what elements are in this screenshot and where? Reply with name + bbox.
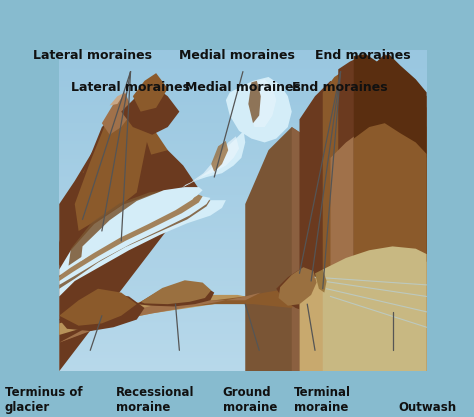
Polygon shape bbox=[315, 269, 327, 293]
Polygon shape bbox=[323, 65, 427, 371]
Polygon shape bbox=[69, 189, 193, 266]
Polygon shape bbox=[59, 194, 202, 281]
Text: Lateral moraines: Lateral moraines bbox=[33, 49, 152, 62]
Polygon shape bbox=[249, 79, 276, 127]
Polygon shape bbox=[338, 54, 427, 371]
Text: Outwash: Outwash bbox=[398, 401, 456, 414]
Text: Medial moraines: Medial moraines bbox=[179, 49, 295, 62]
Polygon shape bbox=[323, 246, 427, 371]
Polygon shape bbox=[179, 131, 245, 190]
Polygon shape bbox=[109, 93, 125, 106]
Polygon shape bbox=[59, 293, 145, 331]
Polygon shape bbox=[59, 191, 197, 276]
Polygon shape bbox=[81, 187, 202, 261]
Polygon shape bbox=[59, 196, 210, 285]
Polygon shape bbox=[187, 136, 239, 187]
Polygon shape bbox=[59, 199, 210, 289]
Polygon shape bbox=[248, 81, 261, 123]
Text: Recessional
moraine: Recessional moraine bbox=[116, 386, 195, 414]
Polygon shape bbox=[141, 280, 211, 304]
Text: End moraines: End moraines bbox=[292, 81, 388, 94]
Text: Terminal
moraine: Terminal moraine bbox=[294, 386, 351, 414]
Polygon shape bbox=[59, 293, 261, 343]
Text: Medial moraines: Medial moraines bbox=[185, 81, 301, 94]
Polygon shape bbox=[59, 127, 199, 371]
Polygon shape bbox=[300, 254, 427, 371]
Polygon shape bbox=[59, 295, 245, 335]
Polygon shape bbox=[121, 85, 179, 135]
Polygon shape bbox=[354, 54, 427, 371]
Polygon shape bbox=[245, 112, 427, 371]
Polygon shape bbox=[59, 200, 226, 296]
Polygon shape bbox=[102, 93, 133, 135]
Polygon shape bbox=[59, 289, 137, 326]
Polygon shape bbox=[354, 123, 427, 371]
Polygon shape bbox=[133, 73, 168, 112]
Text: Lateral moraines: Lateral moraines bbox=[72, 81, 191, 94]
Polygon shape bbox=[292, 112, 427, 371]
Polygon shape bbox=[226, 77, 292, 143]
Polygon shape bbox=[276, 269, 323, 312]
Polygon shape bbox=[279, 267, 317, 306]
Polygon shape bbox=[137, 283, 214, 306]
Polygon shape bbox=[330, 127, 427, 371]
Polygon shape bbox=[59, 112, 160, 266]
Polygon shape bbox=[75, 108, 148, 231]
Polygon shape bbox=[211, 141, 228, 172]
Polygon shape bbox=[82, 116, 168, 173]
Text: Ground
moraine: Ground moraine bbox=[223, 386, 277, 414]
Polygon shape bbox=[59, 289, 300, 343]
Text: End moraines: End moraines bbox=[315, 49, 410, 62]
Polygon shape bbox=[300, 73, 427, 371]
Text: Terminus of
glacier: Terminus of glacier bbox=[5, 386, 82, 414]
